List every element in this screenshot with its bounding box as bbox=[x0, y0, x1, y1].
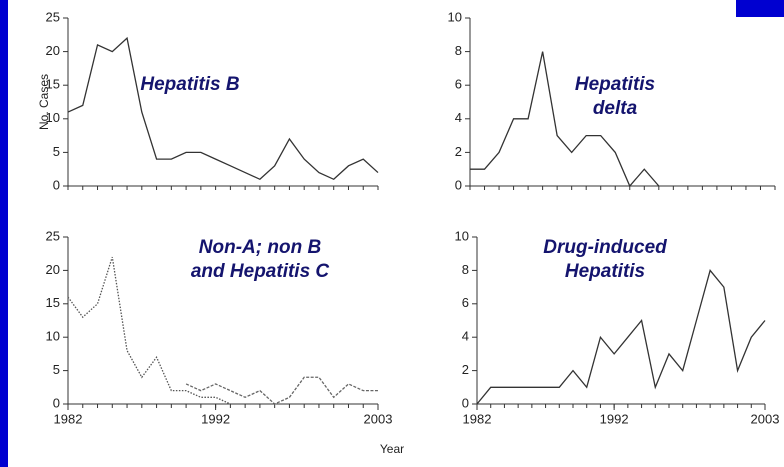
series-line bbox=[67, 256, 231, 405]
y-tick-label: 0 bbox=[462, 395, 469, 410]
y-tick-label: 10 bbox=[455, 228, 469, 243]
x-tick-label: 2003 bbox=[751, 411, 780, 426]
y-tick-label: 2 bbox=[455, 144, 462, 159]
y-tick-label: 8 bbox=[455, 43, 462, 58]
y-tick-label: 15 bbox=[46, 77, 60, 92]
annotation: Hepatitis bbox=[565, 261, 645, 282]
x-axis-label: Year bbox=[380, 442, 404, 456]
x-tick-label: 1992 bbox=[201, 411, 230, 426]
y-tick-label: 5 bbox=[53, 362, 60, 377]
y-tick-label: 10 bbox=[448, 9, 462, 24]
y-tick-label: 4 bbox=[455, 110, 462, 125]
y-axis-label: No. Cases bbox=[37, 74, 51, 130]
annotation: Drug-induced bbox=[543, 237, 667, 258]
y-tick-label: 20 bbox=[46, 262, 60, 277]
annotation: and Hepatitis C bbox=[191, 261, 330, 282]
series-line bbox=[67, 36, 379, 181]
side-bar bbox=[0, 0, 8, 467]
annotation: delta bbox=[593, 98, 638, 119]
series-line bbox=[185, 376, 378, 405]
y-tick-label: 0 bbox=[455, 177, 462, 192]
annotation: Hepatitis B bbox=[140, 74, 240, 95]
x-tick-label: 1992 bbox=[600, 411, 629, 426]
annotation: Non-A; non B bbox=[199, 237, 322, 258]
corner-bar bbox=[736, 0, 784, 17]
x-tick-label: 1982 bbox=[463, 411, 492, 426]
y-tick-label: 10 bbox=[46, 329, 60, 344]
y-tick-label: 5 bbox=[53, 144, 60, 159]
y-tick-label: 20 bbox=[46, 43, 60, 58]
series-line bbox=[476, 269, 766, 405]
x-tick-label: 2003 bbox=[364, 411, 393, 426]
y-tick-label: 6 bbox=[455, 77, 462, 92]
y-tick-label: 2 bbox=[462, 362, 469, 377]
series-line bbox=[470, 51, 660, 188]
y-tick-label: 10 bbox=[46, 110, 60, 125]
y-tick-label: 4 bbox=[462, 329, 469, 344]
y-tick-label: 25 bbox=[46, 9, 60, 24]
y-tick-label: 15 bbox=[46, 295, 60, 310]
annotation: Hepatitis bbox=[575, 74, 655, 95]
y-tick-label: 25 bbox=[46, 228, 60, 243]
y-tick-label: 8 bbox=[462, 262, 469, 277]
y-tick-label: 0 bbox=[53, 395, 60, 410]
y-tick-label: 0 bbox=[53, 177, 60, 192]
y-tick-label: 6 bbox=[462, 295, 469, 310]
x-tick-label: 1982 bbox=[54, 411, 83, 426]
